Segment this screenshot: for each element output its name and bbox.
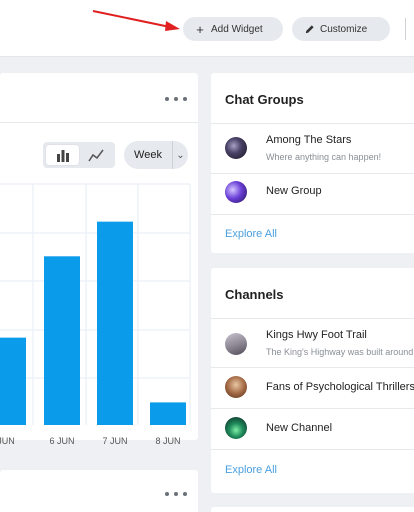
x-tick-label: JUN (0, 436, 15, 446)
chat-group-name: Among The Stars (266, 134, 352, 146)
aurora-avatar-icon (225, 417, 247, 439)
purple-planet-avatar-icon (225, 181, 247, 203)
channel-name: Fans of Psychological Thrillers (266, 381, 414, 393)
line-chart-view-button[interactable] (79, 145, 112, 165)
chat-group-item[interactable]: New Group (211, 174, 414, 214)
bar-6-jun[interactable] (44, 256, 80, 425)
bar-5-jun[interactable] (0, 337, 26, 425)
customize-button[interactable]: Customize (292, 17, 390, 41)
channel-subtitle: The King's Highway was built around (266, 347, 414, 357)
channels-title: Channels (225, 287, 284, 302)
top-bar: + Add Widget Customize (0, 0, 414, 57)
bar-chart: JUN 6 JUN 7 JUN 8 JUN (0, 183, 191, 446)
bar-7-jun[interactable] (97, 221, 133, 425)
row-divider (211, 173, 414, 174)
channel-item[interactable]: Kings Hwy Foot Trail The King's Highway … (211, 319, 414, 367)
card-divider (211, 318, 414, 319)
chat-groups-card: Chat Groups Among The Stars Where anythi… (211, 73, 414, 253)
explore-all-groups-link[interactable]: Explore All (225, 228, 277, 240)
secondary-card (0, 470, 198, 512)
chat-group-item[interactable]: Among The Stars Where anything can happe… (211, 125, 414, 173)
card-divider (211, 123, 414, 124)
range-select[interactable]: Week ⌄ (124, 141, 188, 169)
x-tick-label: 8 JUN (155, 436, 180, 446)
x-tick-label: 6 JUN (49, 436, 74, 446)
row-divider (211, 449, 414, 450)
toolbar-divider (405, 18, 406, 40)
road-avatar-icon (225, 333, 247, 355)
row-divider (211, 408, 414, 409)
customize-label: Customize (320, 23, 368, 35)
more-options-icon[interactable] (165, 489, 187, 499)
more-options-icon[interactable] (165, 94, 187, 104)
chevron-down-icon: ⌄ (176, 149, 185, 161)
bar-8-jun[interactable] (150, 402, 186, 425)
bottom-right-card (211, 507, 414, 512)
range-select-value: Week (134, 149, 162, 161)
bar-chart-view-button[interactable] (46, 145, 79, 165)
chat-group-subtitle: Where anything can happen! (266, 152, 382, 162)
add-widget-button[interactable]: + Add Widget (183, 17, 283, 41)
channel-item[interactable]: New Channel (211, 409, 414, 449)
channel-name: Kings Hwy Foot Trail (266, 329, 367, 341)
channels-card: Channels Kings Hwy Foot Trail The King's… (211, 268, 414, 493)
card-divider (0, 122, 198, 123)
select-divider (172, 141, 173, 169)
explore-all-channels-link[interactable]: Explore All (225, 464, 277, 476)
portrait-avatar-icon (225, 376, 247, 398)
add-widget-label: Add Widget (211, 23, 263, 35)
chat-group-name: New Group (266, 185, 322, 197)
channel-name: New Channel (266, 422, 333, 434)
row-divider (211, 367, 414, 368)
chart-type-toggle (43, 142, 115, 168)
bar-chart-icon (56, 149, 69, 162)
galaxy-avatar-icon (225, 137, 247, 159)
plus-icon: + (196, 21, 204, 37)
row-divider (211, 214, 414, 215)
line-chart-icon (87, 149, 104, 161)
pencil-icon (298, 24, 320, 35)
x-tick-label: 7 JUN (102, 436, 127, 446)
chat-groups-title: Chat Groups (225, 92, 304, 107)
channel-item[interactable]: Fans of Psychological Thrillers (211, 368, 414, 408)
